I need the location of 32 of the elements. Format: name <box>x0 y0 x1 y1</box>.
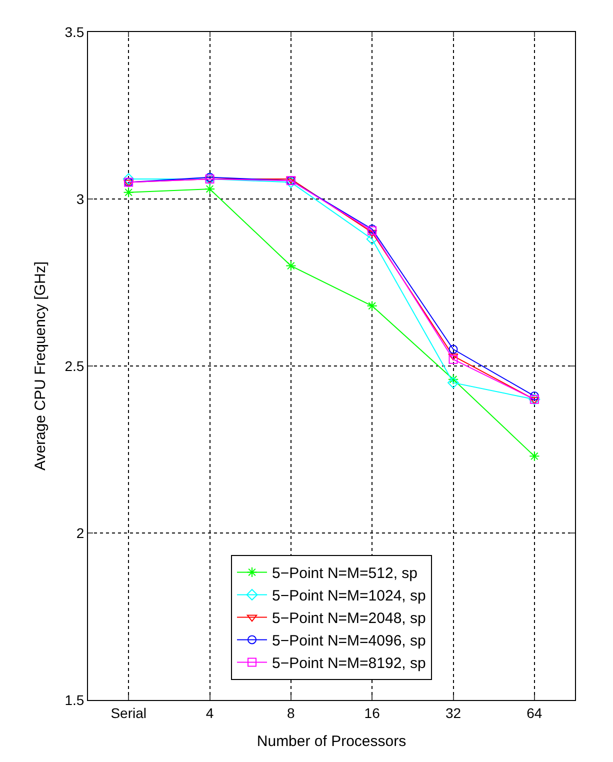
legend-label: 5−Point N=M=4096, sp <box>272 632 426 650</box>
point <box>122 173 134 185</box>
point <box>285 176 297 188</box>
y-axis-title: Average CPU Frequency [GHz] <box>32 262 49 470</box>
x-tick-label: 64 <box>526 704 542 721</box>
x-axis-title: Number of Processors <box>256 732 406 750</box>
y-tick-label: 3 <box>76 190 84 207</box>
x-tick-label: 32 <box>445 704 462 721</box>
point <box>448 344 458 354</box>
legend-label: 5−Point N=M=2048, sp <box>272 610 426 628</box>
point <box>448 354 458 364</box>
x-tick-label: Serial <box>110 704 146 721</box>
y-tick-label: 3.5 <box>64 24 84 40</box>
point <box>530 392 539 401</box>
legend-label: 5−Point N=M=1024, sp <box>272 588 426 605</box>
y-tick-label: 2.5 <box>64 358 84 374</box>
point <box>204 184 216 194</box>
point <box>123 187 134 198</box>
point <box>448 377 459 388</box>
point <box>286 260 296 272</box>
y-tick-label: 1.5 <box>64 692 84 708</box>
x-tick-label: 8 <box>287 704 296 721</box>
legend-label: 5−Point N=M=512, sp <box>272 565 418 582</box>
x-tick-label: 16 <box>364 704 380 721</box>
y-tick-label: 2 <box>76 524 84 541</box>
point <box>448 374 459 385</box>
point <box>529 450 540 462</box>
point <box>448 353 458 360</box>
point <box>366 233 378 245</box>
legend-label: 5−Point N=M=8192, sp <box>272 655 426 672</box>
x-tick-label: 4 <box>206 704 214 721</box>
point <box>366 300 378 312</box>
